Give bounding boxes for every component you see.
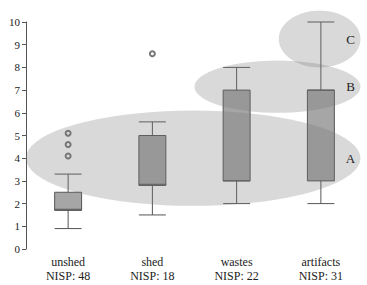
- svg-text:10: 10: [9, 16, 21, 28]
- svg-text:4: 4: [15, 152, 21, 164]
- svg-text:artifacts: artifacts: [302, 255, 341, 269]
- svg-text:5: 5: [15, 130, 21, 142]
- svg-text:shed: shed: [141, 255, 163, 269]
- svg-text:wastes: wastes: [221, 255, 253, 269]
- svg-text:0: 0: [15, 243, 21, 255]
- svg-text:NISP: 18: NISP: 18: [130, 269, 174, 283]
- svg-text:NISP: 22: NISP: 22: [214, 269, 258, 283]
- svg-text:C: C: [346, 32, 355, 47]
- svg-text:A: A: [346, 151, 356, 166]
- svg-text:8: 8: [15, 61, 21, 73]
- svg-text:9: 9: [15, 39, 21, 51]
- svg-text:NISP: 48: NISP: 48: [46, 269, 90, 283]
- svg-text:B: B: [346, 79, 355, 94]
- svg-text:6: 6: [15, 107, 21, 119]
- svg-text:7: 7: [15, 84, 21, 96]
- svg-text:1: 1: [15, 220, 21, 232]
- svg-text:NISP: 31: NISP: 31: [299, 269, 343, 283]
- svg-text:3: 3: [15, 175, 21, 187]
- svg-text:unshed: unshed: [51, 255, 85, 269]
- svg-text:2: 2: [15, 198, 21, 210]
